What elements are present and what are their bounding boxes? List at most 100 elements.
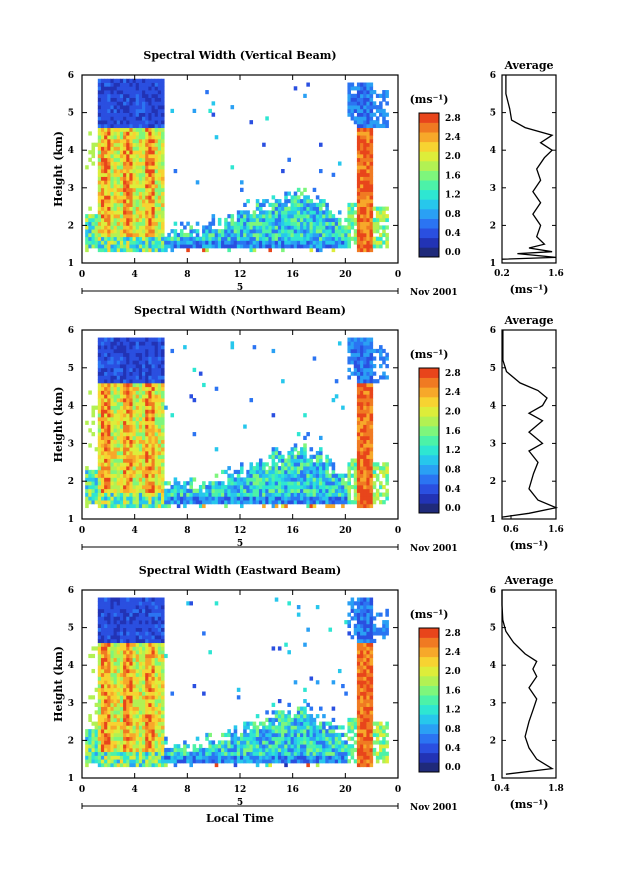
heatmap-cell [145, 616, 149, 621]
heatmap-cell [145, 668, 149, 674]
heatmap-cell [91, 500, 96, 505]
heatmap-cell [142, 642, 146, 647]
heatmap-cell [179, 484, 184, 490]
heatmap-cell [360, 165, 364, 170]
heatmap-cell [138, 435, 143, 441]
heatmap-cell [347, 345, 351, 350]
heatmap-cell [151, 608, 156, 613]
heatmap-cell [379, 112, 383, 117]
heatmap-cell [221, 759, 225, 764]
heatmap-cell [382, 206, 386, 211]
heatmap-cell [142, 424, 146, 429]
heatmap-cell [173, 744, 178, 749]
heatmap-cell [369, 367, 374, 372]
heatmap-cell [363, 432, 367, 437]
heatmap-cell [356, 348, 361, 354]
heatmap-cell [277, 458, 282, 463]
heatmap-cell [369, 187, 374, 192]
heatmap-cell [183, 740, 187, 745]
heatmap-cell [100, 608, 105, 613]
heatmap-cell [104, 646, 108, 651]
heatmap-cell [360, 146, 364, 151]
heatmap-cell [255, 225, 260, 230]
heatmap-cell [356, 496, 361, 501]
heatmap-cell [135, 717, 140, 722]
heatmap-cell [107, 706, 111, 711]
heatmap-cell [179, 751, 184, 756]
heatmap-cell [303, 229, 307, 234]
heatmap-cell [369, 356, 374, 361]
heatmap-cell [135, 469, 140, 475]
heatmap-cell [135, 661, 140, 666]
heatmap-cell [145, 225, 149, 230]
heatmap-cell [138, 348, 143, 354]
heatmap-cell [104, 379, 108, 384]
heatmap-cell [296, 454, 301, 459]
heatmap-cell [85, 240, 89, 245]
heatmap-cell [356, 435, 361, 441]
heatmap-cell [157, 225, 162, 230]
heatmap-cell [104, 653, 108, 659]
heatmap-cell [334, 232, 339, 238]
heatmap-cell [132, 240, 137, 245]
heatmap-cell [100, 676, 105, 681]
heatmap-cell [369, 97, 374, 102]
heatmap-cell [132, 416, 137, 422]
heatmap-cell [363, 447, 367, 452]
heatmap-cell [369, 492, 374, 497]
heatmap-cell [142, 605, 146, 610]
heatmap-cell [126, 597, 130, 602]
heatmap-cell [154, 687, 159, 692]
heatmap-cell [303, 469, 307, 475]
heatmap-cell [366, 503, 370, 509]
heatmap-cell [126, 386, 130, 391]
heatmap-cell [110, 386, 114, 391]
heatmap-cell [369, 447, 374, 452]
heatmap-cell [113, 101, 118, 106]
heatmap-cell [306, 202, 310, 207]
heatmap-cell [104, 481, 108, 486]
heatmap-cell [211, 492, 216, 497]
heatmap-cell [113, 352, 118, 357]
heatmap-cell [385, 123, 389, 129]
heatmap-cell [205, 755, 209, 760]
heatmap-cell [107, 439, 111, 444]
heatmap-cell [161, 409, 165, 414]
heatmap-cell [119, 375, 124, 380]
heatmap-cell [192, 432, 197, 437]
heatmap-cell [167, 500, 171, 505]
heatmap-cell [97, 462, 102, 467]
heatmap-cell [138, 86, 143, 91]
heatmap-cell [296, 202, 301, 207]
heatmap-cell [110, 413, 114, 418]
heatmap-cell [151, 657, 156, 662]
heatmap-cell [119, 672, 124, 677]
heatmap-cell [173, 232, 178, 238]
heatmap-cell [198, 488, 203, 493]
heatmap-cell [116, 131, 121, 136]
heatmap-cell [129, 616, 133, 621]
heatmap-cell [375, 473, 380, 478]
heatmap-cell [138, 101, 143, 106]
heatmap-cell [113, 364, 118, 369]
heatmap-cell [97, 356, 102, 361]
heatmap-cell [233, 244, 238, 249]
heatmap-cell [290, 202, 295, 207]
heatmap-cell [97, 699, 102, 704]
heatmap-cell [265, 210, 269, 215]
heatmap-cell [135, 108, 140, 113]
heatmap-cell [161, 503, 165, 509]
heatmap-cell [88, 214, 92, 219]
heatmap-cell [142, 668, 146, 674]
heatmap-cell [189, 484, 193, 490]
heatmap-cell [274, 473, 279, 478]
heatmap-cell [157, 627, 162, 632]
heatmap-cell [366, 150, 370, 155]
heatmap-cell [202, 500, 206, 505]
heatmap-cell [154, 150, 159, 155]
heatmap-cell [268, 236, 272, 241]
heatmap-cell [97, 86, 102, 91]
heatmap-cell [123, 473, 127, 478]
heatmap-cell [382, 97, 386, 102]
heatmap-cell [258, 481, 263, 486]
